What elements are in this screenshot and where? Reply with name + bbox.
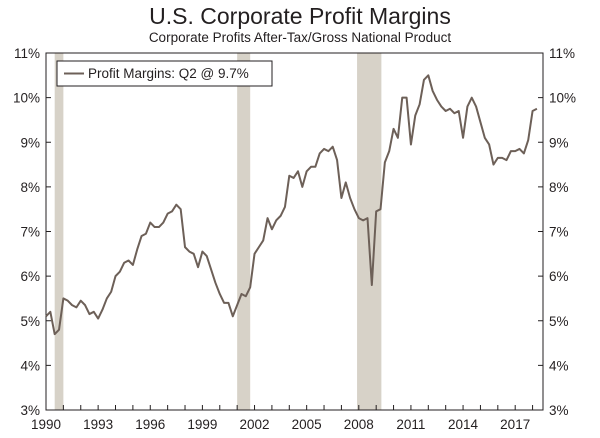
x-tick-label: 1993 [83,417,113,432]
y-tick-label-right: 4% [549,358,569,373]
x-tick-label: 2017 [500,417,530,432]
y-axis-left-labels: 3% 4% 5% 6% 7% 8% 9% 10% 11% [13,46,40,418]
x-tick-label: 2014 [448,417,479,432]
chart-subtitle: Corporate Profits After-Tax/Gross Nation… [149,30,452,45]
x-tick-label: 1999 [187,417,217,432]
y-tick-label-left: 7% [20,225,40,240]
y-tick-label-left: 11% [14,46,40,61]
x-tick-label: 2005 [292,417,322,432]
y-tick-label-right: 5% [549,314,569,329]
y-tick-label-left: 6% [20,269,40,284]
y-tick-label-right: 7% [549,225,569,240]
y-tick-label-left: 9% [20,135,40,150]
axis-ticks [45,52,543,411]
y-axis-right-labels: 3% 4% 5% 6% 7% 8% 9% 10% 11% [549,46,576,418]
y-tick-label-left: 8% [20,180,40,195]
x-tick-label: 2011 [396,417,425,432]
y-tick-label-left: 10% [13,91,40,106]
x-tick-label: 1990 [31,417,61,432]
recession-band-1 [237,53,251,410]
y-tick-label-right: 9% [549,135,569,150]
chart-title: U.S. Corporate Profit Margins [149,3,451,29]
series-layer [45,74,538,336]
y-tick-label-right: 6% [549,269,569,284]
legend: Profit Margins: Q2 @ 9.7% [56,60,273,87]
x-tick-label: 1996 [135,417,165,432]
x-tick-label: 2002 [240,417,270,432]
y-tick-label-left: 5% [20,314,40,329]
y-tick-label-right: 8% [549,180,569,195]
y-tick-label-right: 3% [549,403,569,418]
y-tick-label-left: 3% [20,403,40,418]
series-line-0 [45,74,538,336]
legend-label: Profit Margins: Q2 @ 9.7% [88,66,249,81]
y-tick-label-left: 4% [20,358,40,373]
x-axis-labels: 1990 1993 1996 1999 2002 2005 2008 2011 2014 2017 [31,417,530,432]
y-tick-label-right: 11% [549,46,575,61]
recession-bands [54,53,382,410]
legend-box [56,60,273,87]
recession-band-0 [54,53,64,410]
x-tick-label: 2008 [344,417,374,432]
y-tick-label-right: 10% [549,91,576,106]
